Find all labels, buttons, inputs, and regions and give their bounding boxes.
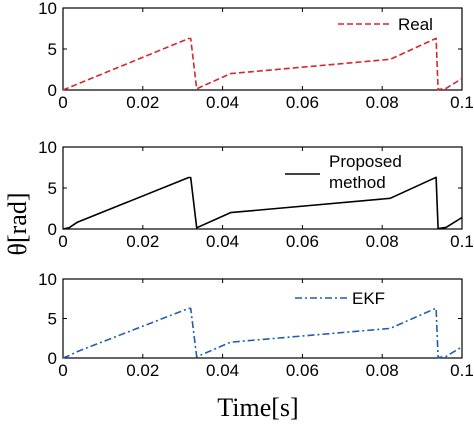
x-tick-label: 0.06	[286, 232, 319, 251]
legend-label: Proposed	[329, 152, 402, 171]
x-tick-label: 0.06	[286, 361, 319, 380]
legend-label: EKF	[352, 289, 385, 308]
x-tick-label: 0.08	[366, 93, 399, 112]
y-tick-label: 5	[48, 179, 57, 198]
chart-panel-3: 0 0.02 0.04 0.06 0.08 0.1 0 5 10 EKF	[38, 270, 474, 380]
x-tick-label: 0.08	[366, 361, 399, 380]
legend: Proposed method	[285, 152, 402, 192]
x-tick-label: 0.02	[126, 93, 159, 112]
x-tick-label: 0.1	[450, 232, 474, 251]
y-tick-label: 10	[38, 270, 57, 289]
panels: 0 0.02 0.04 0.06 0.08 0.1 0 5 10 Real 0 0.02 0.04 0.0…	[38, 0, 474, 380]
x-tick-label: 0.02	[126, 232, 159, 251]
x-tick-label: 0	[58, 93, 67, 112]
plot-frame	[62, 278, 463, 359]
series-line	[62, 176, 463, 230]
y-tick-label: 0	[48, 349, 57, 368]
legend-label: Real	[398, 15, 433, 34]
chart-panel-1: 0 0.02 0.04 0.06 0.08 0.1 0 5 10 Real	[38, 0, 474, 112]
x-tick-label: 0.04	[206, 361, 239, 380]
x-tick-label: 0.06	[286, 93, 319, 112]
y-tick-label: 0	[48, 81, 57, 100]
x-tick-label: 0.1	[450, 93, 474, 112]
y-tick-label: 10	[38, 0, 57, 18]
x-tick-label: 0.08	[366, 232, 399, 251]
y-tick-label: 5	[48, 40, 57, 59]
series-line	[62, 307, 463, 359]
plot-frame	[62, 146, 463, 230]
x-tick-label: 0	[58, 232, 67, 251]
legend-label: method	[329, 173, 386, 192]
chart-panel-2: 0 0.02 0.04 0.06 0.08 0.1 0 5 10 Proposed method	[38, 138, 474, 251]
y-axis-title: θ[rad]	[3, 193, 32, 256]
y-tick-label: 0	[48, 220, 57, 239]
x-tick-label: 0.04	[206, 232, 239, 251]
legend: EKF	[295, 289, 385, 308]
x-axis-title: Time[s]	[217, 393, 298, 422]
x-tick-label: 0	[58, 361, 67, 380]
y-tick-label: 5	[48, 310, 57, 329]
series-line	[62, 37, 463, 91]
y-tick-label: 10	[38, 138, 57, 157]
x-tick-label: 0.02	[126, 361, 159, 380]
x-tick-label: 0.04	[206, 93, 239, 112]
x-tick-label: 0.1	[450, 361, 474, 380]
legend: Real	[338, 15, 433, 34]
